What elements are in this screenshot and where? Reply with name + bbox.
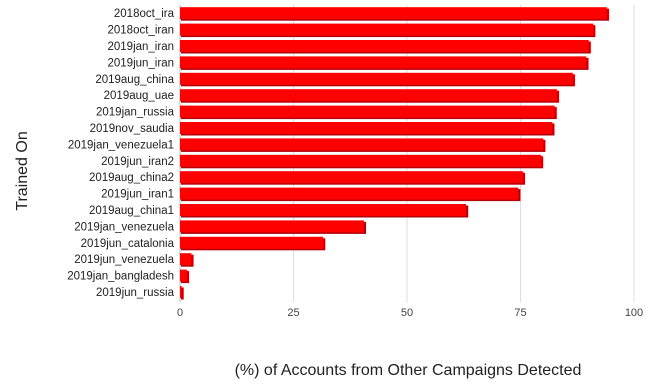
bar [180,269,187,282]
category-label: 2019jan_venezuela1 [68,139,174,151]
category-labels: 2018oct_ira 2018oct_iran 2019jan_iran 2019j… [67,8,174,299]
category-label: 2019jun_russia [96,287,175,299]
bar-shadow [181,287,184,300]
x-axis-title: (%) of Accounts from Other Campaigns Det… [235,362,582,379]
bar [180,122,553,134]
category-label: 2018oct_iran [108,25,175,37]
x-tick-label: 100 [625,307,643,319]
category-label: 2019jan_russia [96,107,175,119]
x-tick-labels: 0 25 50 75 100 [177,307,643,319]
bar [180,187,519,200]
y-axis-title: Trained On [14,131,31,210]
bar [180,286,182,298]
category-label: 2019jun_catalonia [81,238,175,250]
bar [180,56,587,69]
bar [180,236,324,249]
category-label: 2019jun_venezuela [74,254,174,266]
category-label: 2019nov_saudia [90,123,175,135]
category-label: 2019jun_iran1 [101,189,174,201]
gridlines [179,5,635,303]
bar [180,154,541,167]
x-tick-label: 0 [177,307,183,319]
x-tick-label: 50 [401,307,413,319]
bars [180,7,609,300]
category-label: 2019aug_china [95,74,174,86]
category-label: 2019jun_iran [107,57,174,69]
bar [180,138,544,151]
category-label: 2018oct_ira [114,8,175,20]
bar [180,253,192,266]
category-label: 2019jan_venezuela [74,221,174,233]
bar [180,171,523,184]
category-label: 2019aug_uae [104,90,174,102]
x-tick-label: 75 [514,307,526,319]
category-label: 2019aug_china2 [89,172,174,184]
bar [180,204,467,216]
bar [180,23,594,36]
category-label: 2019jan_iran [107,41,174,53]
category-label: 2019aug_china1 [89,205,174,217]
x-tick-label: 25 [287,307,299,319]
bar [180,220,364,233]
category-label: 2019jun_iran2 [101,156,174,168]
bar [180,7,607,20]
bar [180,72,573,85]
bar [180,40,589,52]
bar [180,89,557,102]
category-label: 2019jan_bangladesh [67,271,174,283]
bar [180,105,555,118]
